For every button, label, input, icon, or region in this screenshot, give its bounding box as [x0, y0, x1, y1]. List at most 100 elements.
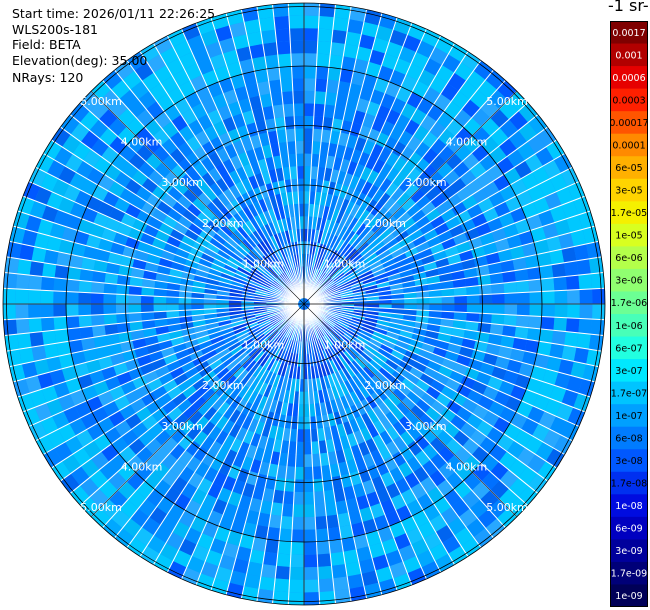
range-bin: [229, 233, 242, 246]
range-bin: [406, 390, 421, 405]
range-bin: [255, 262, 267, 273]
colorbar-swatch: [610, 21, 648, 45]
range-bin: [370, 143, 384, 159]
range-bin: [253, 333, 266, 344]
range-bin: [567, 289, 580, 304]
range-bin: [241, 177, 253, 193]
colorbar: 0.00170.0010.00060.00030.000170.00016e-0…: [610, 21, 648, 607]
range-bin: [527, 134, 546, 154]
range-bin: [325, 315, 338, 323]
range-bin: [248, 272, 261, 282]
range-bin: [256, 315, 269, 322]
colorbar-label: 1.7e-05: [611, 208, 647, 219]
range-ring-label: 2.00km: [364, 217, 406, 230]
range-bin: [206, 201, 221, 216]
range-bin: [89, 488, 109, 508]
range-bin: [361, 326, 375, 335]
range-bin: [68, 254, 84, 269]
range-bin: [252, 364, 264, 378]
colorbar-swatch: [610, 381, 648, 405]
range-bin: [304, 65, 317, 79]
range-bin: [103, 293, 117, 304]
range-bin: [286, 256, 293, 269]
colorbar-swatch: [610, 178, 648, 202]
range-bin: [488, 89, 508, 109]
range-bin: [37, 372, 54, 390]
range-bin: [270, 285, 283, 293]
range-bin: [238, 335, 252, 345]
range-bin: [178, 157, 194, 174]
range-bin: [329, 266, 340, 278]
range-bin: [304, 203, 310, 217]
range-bin: [358, 385, 371, 399]
range-bin: [385, 331, 400, 340]
range-bin: [375, 25, 394, 42]
range-bin: [132, 258, 147, 271]
range-bin: [238, 494, 253, 510]
range-bin: [261, 274, 274, 284]
range-bin: [411, 538, 430, 557]
range-bin: [317, 364, 324, 378]
range-bin: [334, 274, 347, 284]
range-bin: [351, 359, 363, 373]
range-bin: [355, 494, 370, 510]
range-bin: [491, 283, 505, 295]
range-bin: [248, 250, 260, 263]
range-bin: [375, 245, 389, 257]
range-bin: [522, 350, 538, 366]
range-bin: [388, 242, 402, 254]
range-bin: [65, 153, 84, 173]
range-bin: [143, 370, 159, 384]
range-bin: [272, 263, 282, 275]
range-bin: [280, 516, 293, 530]
range-bin: [325, 155, 336, 170]
range-bin: [205, 549, 223, 567]
range-bin: [54, 328, 69, 344]
range-bin: [443, 422, 460, 439]
range-bin: [354, 206, 366, 220]
range-bin: [240, 372, 253, 386]
range-bin: [343, 43, 359, 59]
range-bin: [249, 43, 265, 59]
range-bin: [452, 278, 467, 289]
range-bin: [166, 310, 180, 319]
range-bin: [430, 453, 447, 470]
range-bin: [284, 351, 292, 365]
range-bin: [326, 263, 336, 275]
range-bin: [274, 278, 286, 289]
range-bin: [41, 385, 59, 403]
range-bin: [172, 201, 188, 216]
range-bin: [369, 359, 382, 372]
range-bin: [340, 119, 353, 135]
range-bin: [239, 58, 255, 74]
range-bin: [272, 317, 284, 327]
range-bin: [359, 369, 372, 382]
range-bin: [323, 362, 331, 376]
range-bin: [494, 355, 510, 370]
ray-gap: [308, 306, 565, 455]
range-bin: [61, 365, 78, 382]
range-bin: [315, 516, 328, 530]
range-bin: [393, 344, 408, 356]
range-bin: [210, 263, 224, 273]
range-bin: [220, 224, 234, 237]
range-bin: [309, 340, 315, 354]
ray-gap: [305, 17, 398, 299]
range-bin: [246, 275, 260, 284]
range-bin: [266, 67, 281, 82]
range-bin: [243, 256, 256, 268]
range-bin: [246, 31, 263, 47]
range-bin: [327, 331, 338, 343]
range-bin: [166, 360, 182, 373]
range-bin: [369, 503, 385, 519]
range-bin: [578, 318, 593, 335]
range-bin: [173, 222, 189, 236]
range-bin: [272, 590, 289, 605]
range-bin: [215, 415, 229, 431]
range-bin: [103, 313, 117, 325]
range-bin: [34, 402, 52, 422]
range-bin: [257, 512, 271, 527]
range-bin: [208, 268, 223, 277]
range-bin: [58, 239, 74, 255]
range-bin: [217, 347, 231, 359]
